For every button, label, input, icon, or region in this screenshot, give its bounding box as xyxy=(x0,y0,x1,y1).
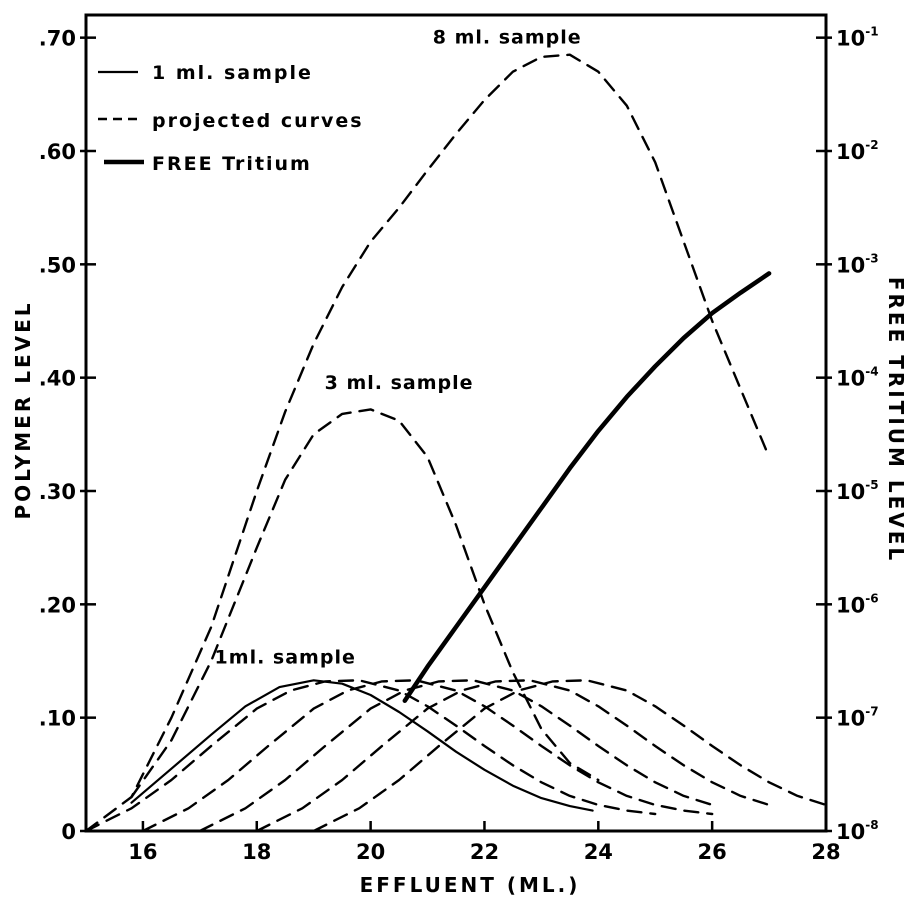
x-tick-label: 24 xyxy=(584,840,613,864)
x-tick-label: 28 xyxy=(811,840,840,864)
series-dashed-4 xyxy=(255,679,771,833)
y2-tick-label: 10-2 xyxy=(836,138,879,164)
legend-label: 1 ml. sample xyxy=(152,62,313,84)
x-tick-label: 26 xyxy=(698,840,727,864)
annotations: 8 ml. sample 3 ml. sample 1ml. sample xyxy=(215,26,582,668)
y2-tick-label: 10-6 xyxy=(836,591,879,617)
y2-tick-label: 10-7 xyxy=(836,705,879,731)
annotation-8ml: 8 ml. sample xyxy=(433,26,582,48)
x-tick-label: 16 xyxy=(128,840,157,864)
series-layer xyxy=(84,53,828,833)
series-dashed-5 xyxy=(312,679,828,833)
y-tick-label: .40 xyxy=(39,367,76,391)
x-axis-title: EFFLUENT (ML.) xyxy=(360,873,581,897)
y-tick-label: .20 xyxy=(39,593,76,617)
y2-axis-title: FREE TRITIUM LEVEL xyxy=(884,277,908,563)
y-tick-label: 0 xyxy=(61,820,76,844)
plot-frame xyxy=(84,13,828,833)
x-tick-label: 22 xyxy=(470,840,499,864)
y-tick-label: .10 xyxy=(39,707,76,731)
series-dashed-2 xyxy=(141,679,714,833)
annotation-3ml: 3 ml. sample xyxy=(325,372,474,394)
y-tick-label: .30 xyxy=(39,480,76,504)
legend-label: projected curves xyxy=(152,110,364,132)
series-dashed-7 xyxy=(84,53,771,833)
y2-tick-label: 10-8 xyxy=(836,818,879,844)
legend: 1 ml. sample projected curves FREE Triti… xyxy=(98,62,364,175)
y-axis-title: POLYMER LEVEL xyxy=(11,301,35,520)
series-dashed-6 xyxy=(130,408,600,799)
x-tick-label: 20 xyxy=(356,840,385,864)
legend-label: FREE Tritium xyxy=(152,153,312,175)
y-tick-label: .60 xyxy=(39,140,76,164)
series-1ml-sample xyxy=(130,679,594,812)
y2-tick-label: 10-3 xyxy=(836,251,879,277)
series-dashed-3 xyxy=(198,679,714,833)
annotation-1ml: 1ml. sample xyxy=(215,646,356,668)
tick-label-layer: 16 18 20 22 24 26 28 0 .10 .20 .30 .40 .50 .60 .70 10-8… xyxy=(39,25,879,864)
y-tick-label: .70 xyxy=(39,27,76,51)
axis-ticks xyxy=(80,36,832,833)
y-tick-label: .50 xyxy=(39,253,76,277)
y2-tick-label: 10-4 xyxy=(836,365,879,391)
x-tick-label: 18 xyxy=(242,840,271,864)
series-free-tritium xyxy=(402,271,772,703)
series-dashed-1 xyxy=(84,679,657,833)
y2-tick-label: 10-5 xyxy=(836,478,879,504)
y2-tick-label: 10-1 xyxy=(836,25,879,51)
